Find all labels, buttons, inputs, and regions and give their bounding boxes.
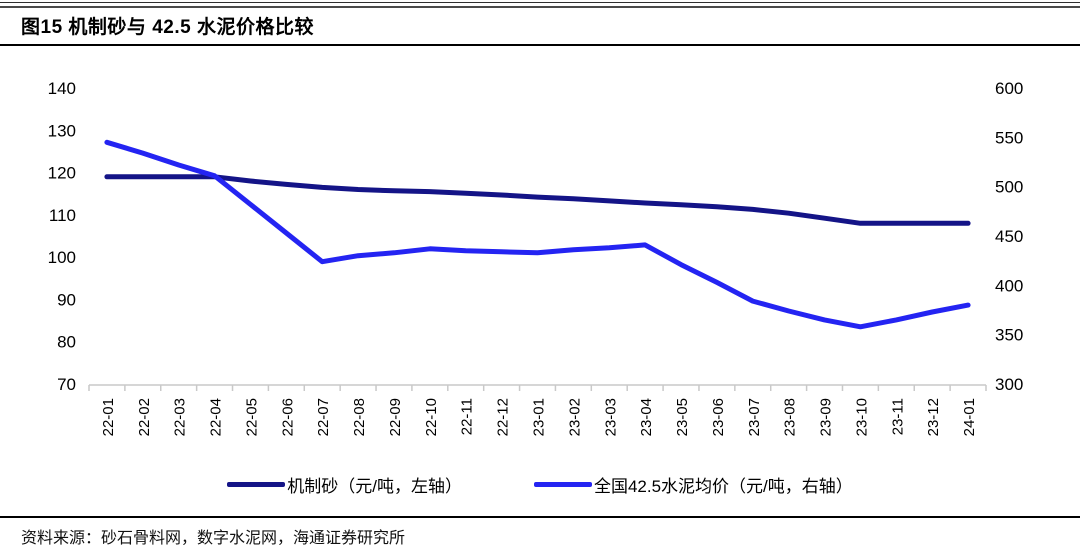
left-axis-tick-label: 130 [48,121,76,140]
x-axis-category-label: 22-03 [172,398,189,436]
x-axis-category-label: 23-03 [602,398,619,436]
right-axis-tick-label: 400 [995,276,1023,295]
cement-series-line [104,139,971,330]
x-axis-category-label: 23-09 [818,398,835,436]
right-axis-tick-label: 600 [995,79,1023,98]
left-axis-tick-label: 140 [48,79,76,98]
right-axis-tick-label: 550 [995,128,1023,147]
cement-line-swatch [533,481,592,487]
x-axis-category-label: 22-09 [387,398,404,436]
x-axis-category-label: 24-01 [961,398,978,436]
x-axis-category-label: 22-05 [243,398,260,436]
left-axis-tick-label: 100 [48,248,76,267]
x-axis-category-label: 22-10 [423,398,440,436]
sand-line-swatch [227,481,286,487]
legend-item-cement: 全国42.5水泥均价（元/吨，右轴） [533,472,853,497]
legend-item-sand: 机制砂（元/吨，左轴） [227,472,462,497]
left-axis-tick-label: 120 [48,164,76,183]
x-axis-category-label: 23-12 [925,398,942,436]
sand-legend-label: 机制砂（元/吨，左轴） [287,476,462,496]
sand-series-line [104,174,971,226]
x-axis-category-label: 22-02 [136,398,153,436]
x-axis-category-label: 22-11 [459,398,476,435]
x-axis-category-label: 22-08 [351,398,368,436]
x-axis-category-label: 23-07 [746,398,763,436]
left-axis-tick-label: 70 [57,375,76,394]
x-axis-category-label: 22-04 [208,398,225,436]
right-axis-tick-label: 500 [995,178,1023,197]
x-axis-category-label: 23-08 [782,398,799,436]
x-axis-category-label: 22-06 [279,398,296,436]
left-axis-tick-label: 90 [57,290,76,309]
x-axis-category-label: 23-02 [566,398,583,436]
chart-title: 图15 机制砂与 42.5 水泥价格比较 [21,17,314,38]
x-axis-category-label: 23-06 [710,398,727,436]
x-axis-category-label: 23-01 [531,398,548,436]
x-axis-category-label: 22-07 [315,398,332,436]
chart-legend: 机制砂（元/吨，左轴） 全国42.5水泥均价（元/吨，右轴） [0,468,1080,500]
left-axis-tick-label: 80 [57,333,76,352]
top-double-rule [0,2,1080,8]
right-axis-tick-label: 300 [995,375,1023,394]
cement-legend-label: 全国42.5水泥均价（元/吨，右轴） [593,476,853,496]
left-axis-tick-label: 110 [49,206,76,225]
x-axis-category-label: 23-05 [674,398,691,436]
bottom-rule [0,516,1080,518]
x-axis-category-label: 23-10 [853,398,870,436]
x-axis-category-label: 22-01 [100,398,117,436]
x-axis-category-label: 23-04 [638,398,655,436]
right-axis-tick-label: 450 [995,227,1023,246]
x-axis-category-label: 23-11 [889,398,906,435]
right-axis-tick-label: 350 [995,326,1023,345]
x-axis-category-label: 22-12 [495,398,512,436]
data-source-note: 资料来源：砂石骨料网，数字水泥网，海通证券研究所 [21,530,406,547]
title-underline-rule [0,44,1080,46]
